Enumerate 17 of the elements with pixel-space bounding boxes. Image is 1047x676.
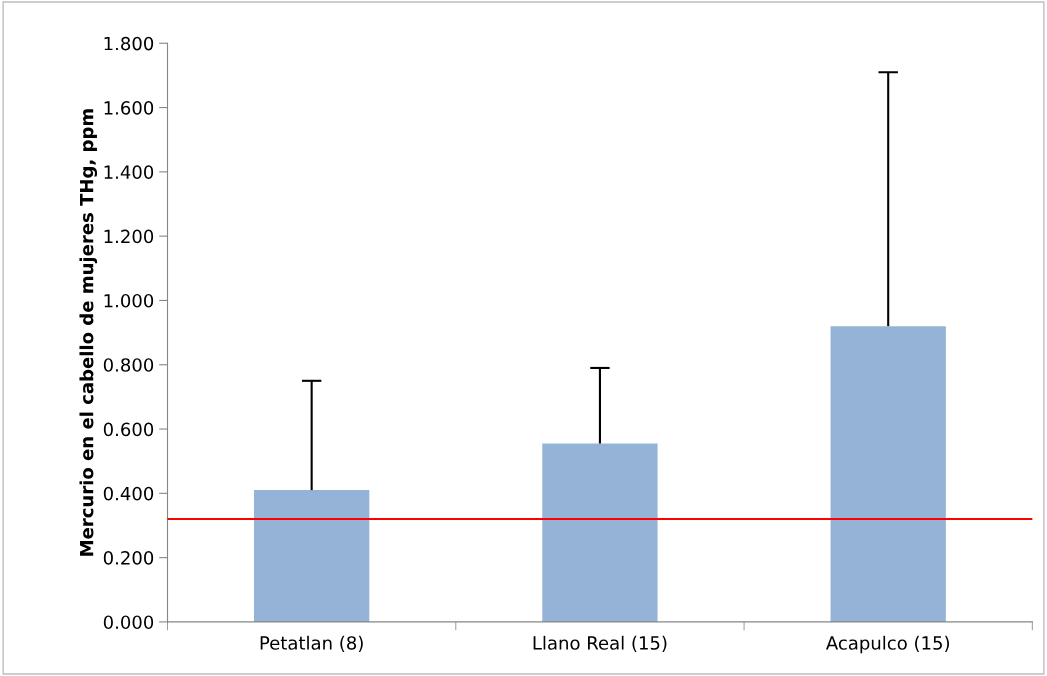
y-tick-label: 0.600	[103, 422, 154, 437]
y-tick-label: 1.400	[104, 165, 154, 179]
y-tick-label: 1.200	[104, 229, 154, 244]
bar	[542, 443, 658, 622]
bar	[254, 490, 370, 622]
y-tick-label: 0.400	[103, 486, 154, 501]
x-tick-label: Petatlan (8)	[260, 635, 363, 652]
y-tick-label: 0.000	[103, 615, 154, 630]
y-tick-label: 0.200	[103, 551, 154, 565]
y-tick-label: 0.800	[103, 358, 154, 372]
y-tick-label: 1.600	[104, 101, 154, 115]
y-tick-label: 1.000	[104, 293, 154, 308]
y-tick-label: 1.800	[104, 36, 154, 51]
y-axis-title: Mercurio en el cabello de mujeres THg, ppm	[79, 109, 98, 556]
x-tick-label: Llano Real (15)	[533, 635, 667, 652]
x-tick-label: Acapulco (15)	[825, 635, 950, 654]
bar	[830, 326, 946, 622]
